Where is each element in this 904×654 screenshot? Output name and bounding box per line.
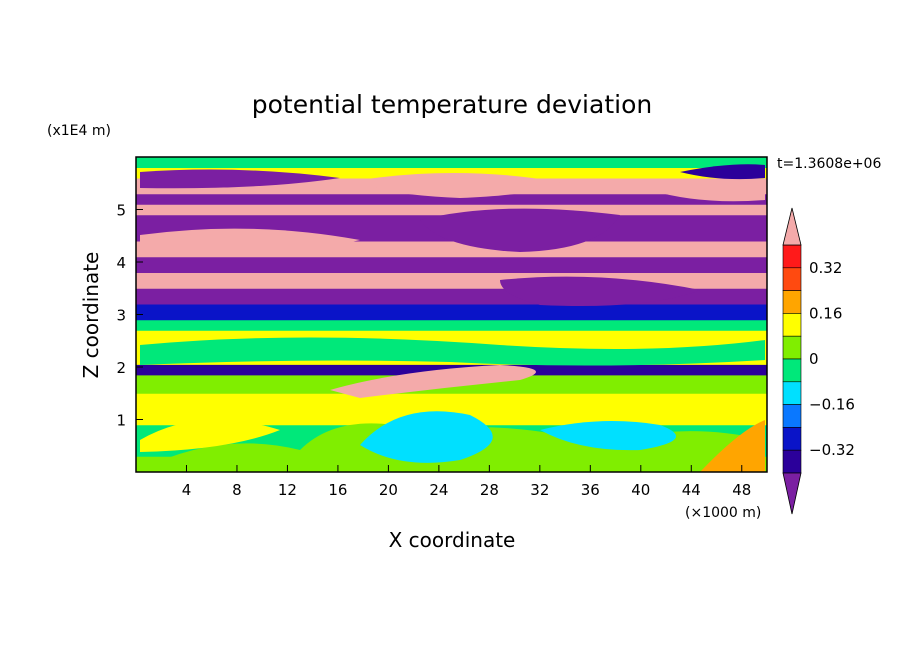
x-tick-label: 32 (530, 481, 549, 499)
contour-region-5 (330, 365, 536, 398)
colorbar-segment (782, 313, 802, 337)
time-label: t=1.3608e+06 (777, 156, 881, 172)
y-unit-label: (x1E4 m) (47, 123, 111, 139)
contour-region-9 (500, 276, 700, 306)
colorbar-segment (782, 244, 802, 269)
contour-region-6 (140, 337, 765, 366)
contour-region-12 (140, 169, 340, 189)
y-tick-label: 5 (116, 202, 126, 220)
y-axis-label: Z coordinate (79, 252, 103, 379)
colorbar-segment (782, 427, 802, 451)
contour-region-13 (680, 164, 765, 180)
y-tick-label: 2 (116, 359, 126, 377)
x-tick-label: 24 (429, 481, 448, 499)
colorbar-label: 0.16 (809, 304, 842, 322)
x-tick-label: 12 (278, 481, 297, 499)
y-tick-label: 4 (116, 254, 126, 272)
contour-region-2 (540, 421, 676, 451)
colorbar-segment (782, 381, 802, 405)
contour-region-1 (360, 411, 493, 463)
y-tick-label: 1 (116, 412, 126, 430)
colorbar-max-extension (782, 207, 802, 246)
plot-features (140, 164, 765, 472)
colorbar-segment (782, 449, 802, 474)
x-tick-label: 16 (328, 481, 347, 499)
x-tick-label: 40 (631, 481, 650, 499)
colorbar-label: −0.32 (809, 441, 855, 459)
contour-region-10 (360, 172, 560, 198)
colorbar-min-extension (782, 472, 802, 515)
contour-band-6 (136, 319, 767, 331)
x-unit-label: (×1000 m) (685, 505, 761, 521)
colorbar-label: 0 (809, 350, 819, 368)
contour-region-7 (420, 208, 620, 252)
colorbar-label: −0.16 (809, 396, 855, 414)
y-tick-label: 3 (116, 307, 126, 325)
contour-band-17 (136, 157, 767, 168)
x-tick-label: 8 (232, 481, 242, 499)
contour-region-3 (140, 419, 280, 452)
contour-band-13 (136, 204, 767, 216)
colorbar-segment (782, 404, 802, 428)
colorbar: 0.32 0.16 0 −0.16 −0.32 (782, 207, 855, 515)
x-axis: 4 8 12 16 20 24 28 32 36 40 44 48 (182, 465, 751, 499)
colorbar-label: 0.32 (809, 259, 842, 277)
x-tick-label: 20 (379, 481, 398, 499)
chart-title: potential temperature deviation (252, 90, 652, 119)
colorbar-segment (782, 267, 802, 291)
x-tick-label: 4 (182, 481, 192, 499)
contour-band-14 (136, 193, 767, 205)
contour-region-8 (140, 228, 360, 252)
y-axis: 1 2 3 4 5 (116, 202, 143, 430)
colorbar-segment (782, 290, 802, 314)
colorbar-segment (782, 335, 802, 360)
contour-band-7 (136, 304, 767, 321)
x-tick-label: 48 (732, 481, 751, 499)
contour-region-11 (650, 182, 765, 202)
contour-region-4 (700, 420, 765, 472)
colorbar-segment (782, 358, 802, 383)
x-tick-label: 44 (682, 481, 701, 499)
x-axis-label: X coordinate (389, 528, 516, 552)
contour-band-10 (136, 256, 767, 273)
x-tick-label: 28 (480, 481, 499, 499)
x-tick-label: 36 (581, 481, 600, 499)
